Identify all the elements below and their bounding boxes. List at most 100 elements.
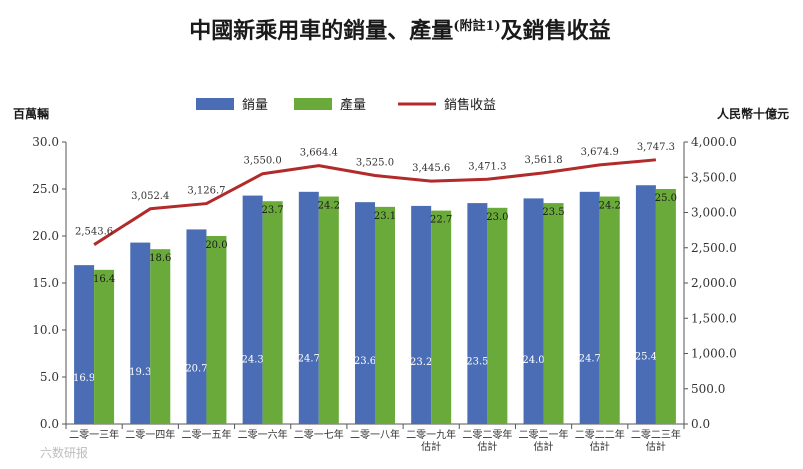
y-right-tick-label: 3,000.0 [691,206,737,220]
bar-production [543,203,564,424]
bar-sales [467,203,488,424]
revenue-label: 3,550.0 [244,156,282,167]
x-tick-label-line: 二零一四年 [125,428,175,441]
x-tick-label-line: 二零二三年 [631,428,681,441]
axes: 0.0 5.0 10.0 15.0 20.0 25.0 30.0 0.0 500.0 1,000.… [32,135,737,431]
bar-sales-label: 23.6 [354,356,376,367]
revenue-label: 3,674.9 [581,147,619,158]
x-tick-label: 二零一三年 [69,428,119,441]
x-tick-label: 二零一六年 [238,428,288,441]
bar-sales [130,242,151,424]
x-tick-label: 二零一九年估計 [406,428,456,453]
revenue-label: 3,052.4 [131,191,169,202]
bar-production-label: 24.2 [318,201,340,212]
y-left-tick-label: 10.0 [32,323,59,337]
x-tick-label-line: 二零一六年 [238,428,288,441]
bar-production-label: 23.1 [374,211,396,222]
x-tick-label-line: 二零一五年 [181,428,231,441]
bar-production [206,236,227,424]
x-tick-label: 二零二一年估計 [519,428,569,453]
x-tick-label-line: 二零一三年 [69,428,119,441]
chart-title: 中國新乘用車的銷量、產量(附註1)及銷售收益 [189,18,610,44]
y-left-tick-label: 15.0 [32,276,59,290]
bar-sales-label: 25.4 [635,352,657,363]
y-left-tick-label: 25.0 [32,182,59,196]
revenue-label: 3,471.3 [468,161,506,172]
bar-sales [635,185,656,424]
x-tick-label-line: 二零一九年 [406,428,456,441]
x-tick-label: 二零一七年 [294,428,344,441]
bar-sales [186,229,207,424]
bar-production [599,196,620,424]
line-series: 2,543.6 3,052.4 3,126.7 3,550.0 3,664.4 3,525… [75,142,675,246]
legend-swatch [294,98,332,110]
y-right-tick-label: 2,500.0 [691,241,737,255]
chart-title-suffix: 及銷售收益 [501,18,611,44]
revenue-label: 3,445.6 [412,163,450,174]
bar-sales-label: 16.9 [73,373,95,384]
category-labels: 二零一三年 二零一四年 二零一五年 二零一六年 二零一七年 二零一八年 二零一九年估計二零二… [69,428,681,453]
bar-production-label: 23.0 [486,212,508,223]
revenue-label: 3,747.3 [637,142,675,153]
revenue-label: 3,126.7 [187,186,225,197]
x-tick-label: 二零一四年 [125,428,175,441]
x-tick-label: 二零一八年 [350,428,400,441]
x-tick-label: 二零二二年估計 [575,428,625,453]
bar-production-label: 18.6 [149,253,171,264]
bar-production [487,207,508,424]
y-right-tick-label: 2,000.0 [691,276,737,290]
bar-sales [298,191,319,424]
legend-label: 銷售收益 [444,97,496,113]
bar-production-label: 20.0 [205,240,227,251]
x-tick-label-line: 二零一八年 [350,428,400,441]
chart-title-note: (附註1) [453,18,500,34]
y-right-tick-label: 1,000.0 [691,347,737,361]
bar-production [431,210,452,424]
bar-production [375,206,395,424]
y-right-tick-label: 4,000.0 [691,135,737,149]
bar-sales-label: 23.2 [410,357,432,368]
bar-production-label: 23.5 [542,207,564,218]
revenue-label: 2,543.6 [75,227,113,238]
bar-production [94,269,115,424]
x-tick-label-line: 估計 [477,440,497,453]
bar-sales [242,195,263,424]
x-tick-label: 二零一五年 [181,428,231,441]
y-left-tick-label: 5.0 [40,370,59,384]
bar-sales [523,198,544,424]
bar-sales [355,202,375,424]
bar-sales-label: 24.0 [522,355,544,366]
bar-sales-label: 23.5 [466,356,488,367]
bar-sales-label: 24.3 [242,354,264,365]
bar-production-label: 16.4 [93,274,115,285]
bar-production-label: 24.2 [599,201,621,212]
revenue-label: 3,664.4 [300,148,338,159]
y-left-tick-label: 0.0 [40,417,59,431]
bar-production [150,249,171,424]
x-tick-label-line: 二零二一年 [519,428,569,441]
y-left-tick-label: 20.0 [32,229,59,243]
y-right-tick-label: 3,500.0 [691,170,737,184]
bar-production [318,196,339,424]
legend: 銷量 產量 銷售收益 [196,97,496,113]
bar-production [655,189,676,424]
legend-label: 產量 [340,97,366,113]
y-right-tick-label: 0.0 [691,417,710,431]
bar-production-label: 23.7 [262,205,284,216]
bar-sales-label: 24.7 [579,353,601,364]
bar-sales [579,191,600,424]
x-tick-label-line: 二零一七年 [294,428,344,441]
bar-sales [74,265,95,424]
legend-swatch [196,98,234,110]
x-tick-label-line: 估計 [646,440,666,453]
chart-title-main: 中國新乘用車的銷量、產量 [189,18,453,44]
bars: 16.9 19.3 20.7 24.3 24.7 23.6 23.2 23.5 24.0 24.7… [73,185,677,424]
y-right-axis-title: 人民幣十億元 [717,106,789,121]
bar-sales-label: 19.3 [129,367,151,378]
bar-sales-label: 20.7 [185,363,207,374]
watermark: 六数研报 [40,445,88,460]
bar-sales-label: 24.7 [298,353,320,364]
x-tick-label-line: 二零二二年 [575,428,625,441]
